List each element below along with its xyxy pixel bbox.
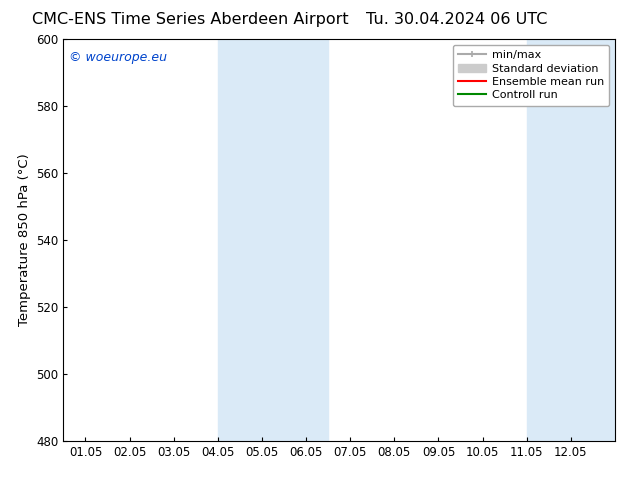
Legend: min/max, Standard deviation, Ensemble mean run, Controll run: min/max, Standard deviation, Ensemble me… xyxy=(453,45,609,106)
Text: CMC-ENS Time Series Aberdeen Airport: CMC-ENS Time Series Aberdeen Airport xyxy=(32,12,349,27)
Text: Tu. 30.04.2024 06 UTC: Tu. 30.04.2024 06 UTC xyxy=(366,12,547,27)
Y-axis label: Temperature 850 hPa (°C): Temperature 850 hPa (°C) xyxy=(18,154,30,326)
Bar xyxy=(527,39,615,441)
Bar xyxy=(218,39,328,441)
Text: © woeurope.eu: © woeurope.eu xyxy=(69,51,167,64)
